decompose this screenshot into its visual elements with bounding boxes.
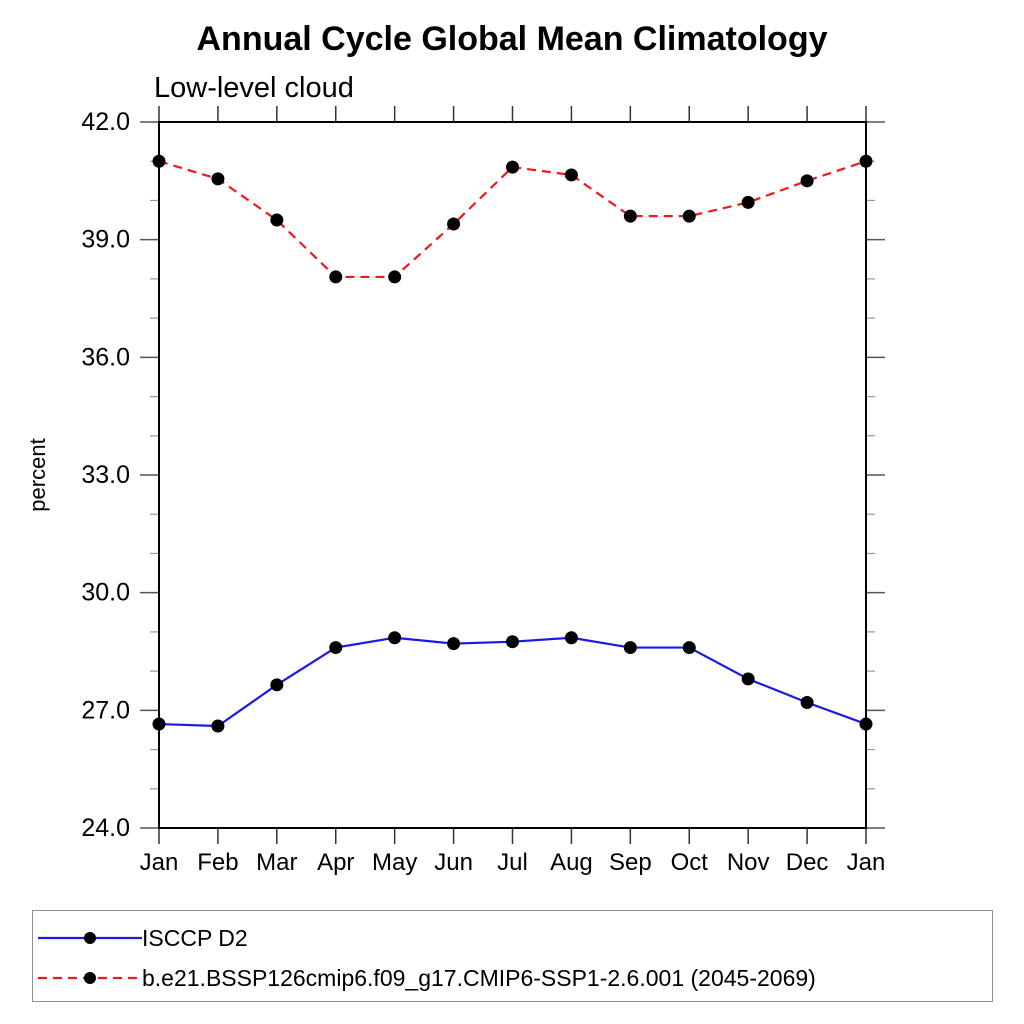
legend-box: ISCCP D2 b.e21.BSSP126cmip6.f09_g17.CMIP…	[32, 910, 993, 1002]
y-tick-label: 42.0	[81, 108, 130, 136]
x-tick-label: Oct	[671, 849, 709, 876]
plot-frame	[158, 121, 867, 829]
data-point-marker	[270, 678, 284, 692]
x-tick-label: Nov	[727, 849, 770, 876]
x-tick-label: Jan	[140, 849, 179, 876]
data-point-marker	[447, 637, 461, 651]
y-tick-label: 33.0	[81, 461, 130, 489]
data-point-marker	[329, 641, 343, 655]
y-tick-label: 39.0	[81, 226, 130, 254]
data-point-marker	[329, 270, 343, 284]
chart-title: Annual Cycle Global Mean Climatology	[196, 20, 828, 58]
data-point-marker	[800, 174, 814, 188]
data-point-marker	[270, 213, 284, 227]
data-point-marker	[623, 641, 637, 655]
x-tick-label: Feb	[197, 849, 238, 876]
series-line-model	[158, 160, 867, 279]
x-tick-label: Aug	[550, 849, 593, 876]
data-point-marker	[564, 168, 578, 182]
y-tick-label: 30.0	[81, 579, 130, 607]
x-tick-label: Dec	[786, 849, 829, 876]
chart-subtitle: Low-level cloud	[154, 72, 354, 104]
data-point-marker	[741, 672, 755, 686]
data-point-marker	[152, 717, 166, 731]
data-point-marker	[211, 172, 225, 186]
x-tick-label: Apr	[317, 849, 354, 876]
legend-marker-dot	[84, 972, 96, 984]
x-tick-label: Jul	[497, 849, 528, 876]
legend-marker-dot	[84, 932, 96, 944]
legend-entry-isccp: ISCCP D2	[38, 924, 248, 952]
legend-label: b.e21.BSSP126cmip6.f09_g17.CMIP6-SSP1-2.…	[142, 964, 816, 991]
isccp-line-sample-icon	[38, 932, 142, 944]
data-point-marker	[447, 217, 461, 231]
data-point-marker	[211, 719, 225, 733]
data-point-marker	[388, 631, 402, 645]
data-point-marker	[506, 635, 519, 649]
y-tick-label: 27.0	[81, 696, 130, 724]
data-point-marker	[682, 209, 696, 223]
data-point-marker	[388, 270, 402, 284]
x-tick-label: Mar	[256, 849, 297, 876]
data-point-marker	[152, 154, 166, 168]
legend-entry-model: b.e21.BSSP126cmip6.f09_g17.CMIP6-SSP1-2.…	[38, 964, 816, 992]
data-point-marker	[682, 641, 696, 655]
data-point-marker	[859, 717, 873, 731]
x-tick-label: Sep	[609, 849, 652, 876]
y-tick-label: 36.0	[81, 343, 130, 371]
data-point-marker	[623, 209, 637, 223]
x-tick-label: May	[372, 849, 417, 876]
series-line-isccp	[158, 636, 867, 728]
x-tick-label: Jan	[847, 849, 886, 876]
model-line-sample-icon	[38, 972, 142, 984]
data-point-marker	[859, 154, 873, 168]
data-point-marker	[506, 160, 519, 174]
data-point-marker	[741, 195, 755, 209]
data-point-marker	[564, 631, 578, 645]
x-tick-label: Jun	[434, 849, 473, 876]
data-point-marker	[800, 695, 814, 709]
y-tick-label: 24.0	[81, 814, 130, 842]
legend-label: ISCCP D2	[142, 924, 248, 951]
